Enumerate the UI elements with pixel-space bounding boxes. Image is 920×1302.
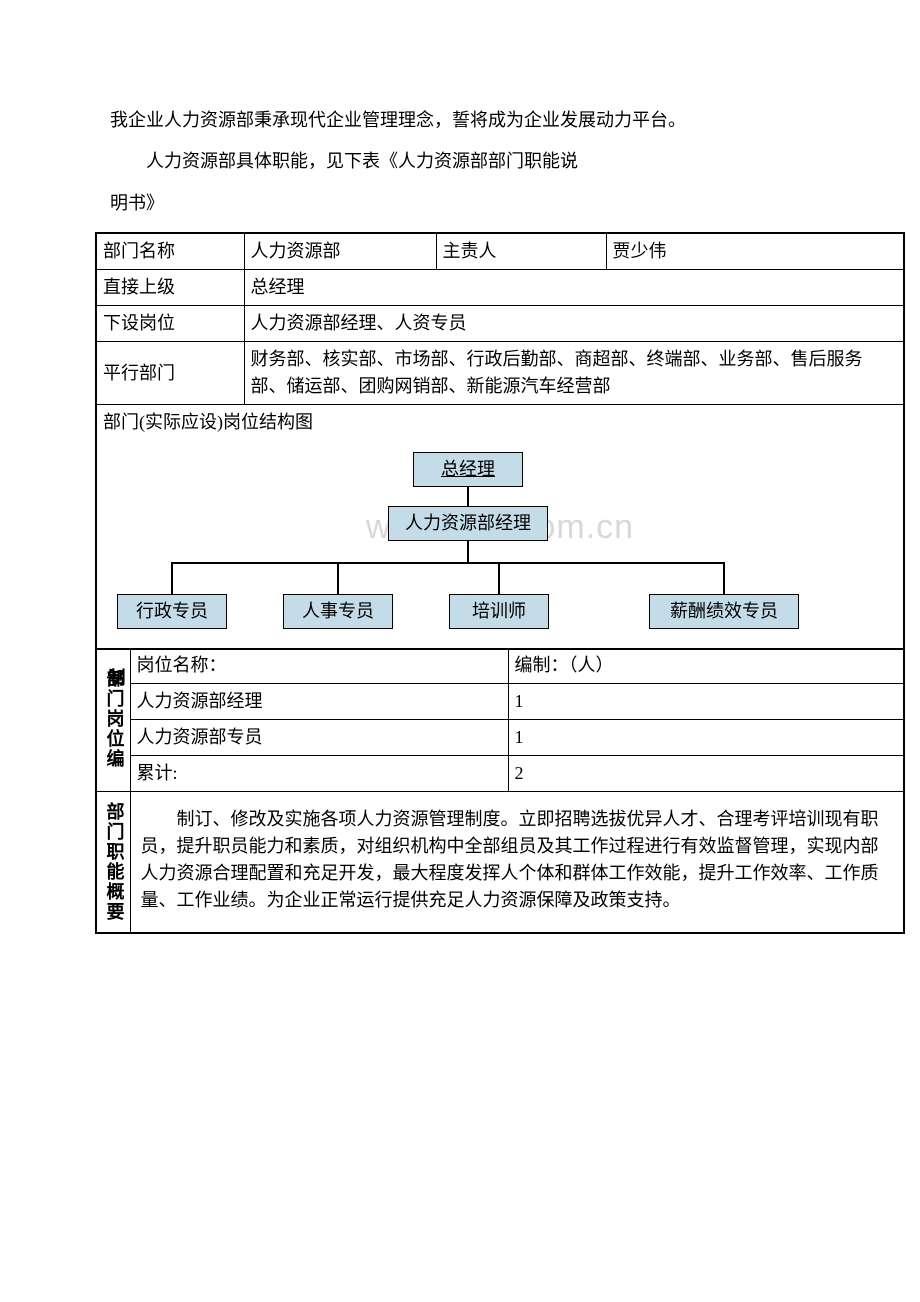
table-row: 直接上级 总经理 bbox=[96, 270, 904, 306]
dept-name-label: 部门名称 bbox=[96, 233, 244, 270]
org-connector bbox=[171, 562, 173, 594]
org-connector bbox=[467, 484, 469, 506]
owner-value: 贾少伟 bbox=[606, 233, 904, 270]
summary-text: 制订、修改及实施各项人力资源管理制度。立即招聘选拔优异人才、合理考评培训现有职员… bbox=[130, 791, 904, 933]
org-connector bbox=[498, 562, 500, 594]
org-title-row: 部门(实际应设)岗位结构图 bbox=[96, 405, 904, 441]
table-row: 人力资源部经理 1 bbox=[96, 683, 904, 719]
table-row: 人力资源部专员 1 bbox=[96, 719, 904, 755]
positions-value: 人力资源部经理、人资专员 bbox=[244, 306, 904, 342]
pos-row-name: 人力资源部经理 bbox=[130, 683, 508, 719]
parallel-value: 财务部、核实部、市场部、行政后勤部、商超部、终端部、业务部、售后服务部、储运部、… bbox=[244, 342, 904, 405]
pos-total-value: 2 bbox=[508, 755, 904, 791]
table-row: 部门名称 人力资源部 主责人 贾少伟 bbox=[96, 233, 904, 270]
table-row: 下设岗位 人力资源部经理、人资专员 bbox=[96, 306, 904, 342]
superior-label: 直接上级 bbox=[96, 270, 244, 306]
intro-p2a: 人力资源部具体职能，见下表《人力资源部部门职能说 bbox=[110, 141, 820, 182]
intro-p2b: 明书》 bbox=[110, 183, 820, 224]
intro-p1: 我企业人力资源部秉承现代企业管理理念，誓将成为企业发展动力平台。 bbox=[110, 100, 820, 141]
org-node-gm: 总经理 bbox=[413, 452, 523, 487]
pos-row-name: 人力资源部专员 bbox=[130, 719, 508, 755]
table-row: 平行部门 财务部、核实部、市场部、行政后勤部、商超部、终端部、业务部、售后服务部… bbox=[96, 342, 904, 405]
pos-row-count: 1 bbox=[508, 683, 904, 719]
org-node-hr-mgr: 人力资源部经理 bbox=[388, 506, 548, 541]
summary-side-label: 部门职能概要 bbox=[96, 791, 130, 933]
org-title: 部门(实际应设)岗位结构图 bbox=[96, 405, 904, 441]
org-connector bbox=[171, 562, 725, 564]
org-node-trainer: 培训师 bbox=[449, 594, 549, 629]
pos-total-label: 累计: bbox=[130, 755, 508, 791]
org-chart: www.zi n.com.cn 总经理 人力资源部经理 行政专员 人事专员 培训… bbox=[103, 444, 897, 644]
table-row: 制 部门岗位编 岗位名称： 编制：（人） bbox=[96, 648, 904, 684]
org-node-hr: 人事专员 bbox=[283, 594, 393, 629]
org-connector bbox=[337, 562, 339, 594]
org-node-admin: 行政专员 bbox=[117, 594, 227, 629]
org-connector bbox=[723, 562, 725, 594]
owner-label: 主责人 bbox=[436, 233, 606, 270]
pos-header-count: 编制：（人） bbox=[508, 648, 904, 684]
positions-label: 下设岗位 bbox=[96, 306, 244, 342]
parallel-label: 平行部门 bbox=[96, 342, 244, 405]
org-chart-row: www.zi n.com.cn 总经理 人力资源部经理 行政专员 人事专员 培训… bbox=[96, 440, 904, 649]
superior-value: 总经理 bbox=[244, 270, 904, 306]
table-row: 部门职能概要 制订、修改及实施各项人力资源管理制度。立即招聘选拔优异人才、合理考… bbox=[96, 791, 904, 933]
dept-name-value: 人力资源部 bbox=[244, 233, 436, 270]
positions-table: 制 部门岗位编 岗位名称： 编制：（人） 人力资源部经理 1 人力资源部专员 1… bbox=[95, 648, 905, 934]
pos-header-name: 岗位名称： bbox=[130, 648, 508, 684]
dept-info-table: 部门名称 人力资源部 主责人 贾少伟 直接上级 总经理 下设岗位 人力资源部经理… bbox=[95, 232, 905, 650]
pos-row-count: 1 bbox=[508, 719, 904, 755]
org-connector bbox=[467, 538, 469, 562]
intro-text: 我企业人力资源部秉承现代企业管理理念，誓将成为企业发展动力平台。 人力资源部具体… bbox=[0, 0, 920, 224]
table-row: 累计: 2 bbox=[96, 755, 904, 791]
org-node-comp: 薪酬绩效专员 bbox=[649, 594, 799, 629]
positions-side-label: 制 部门岗位编 bbox=[96, 648, 130, 792]
